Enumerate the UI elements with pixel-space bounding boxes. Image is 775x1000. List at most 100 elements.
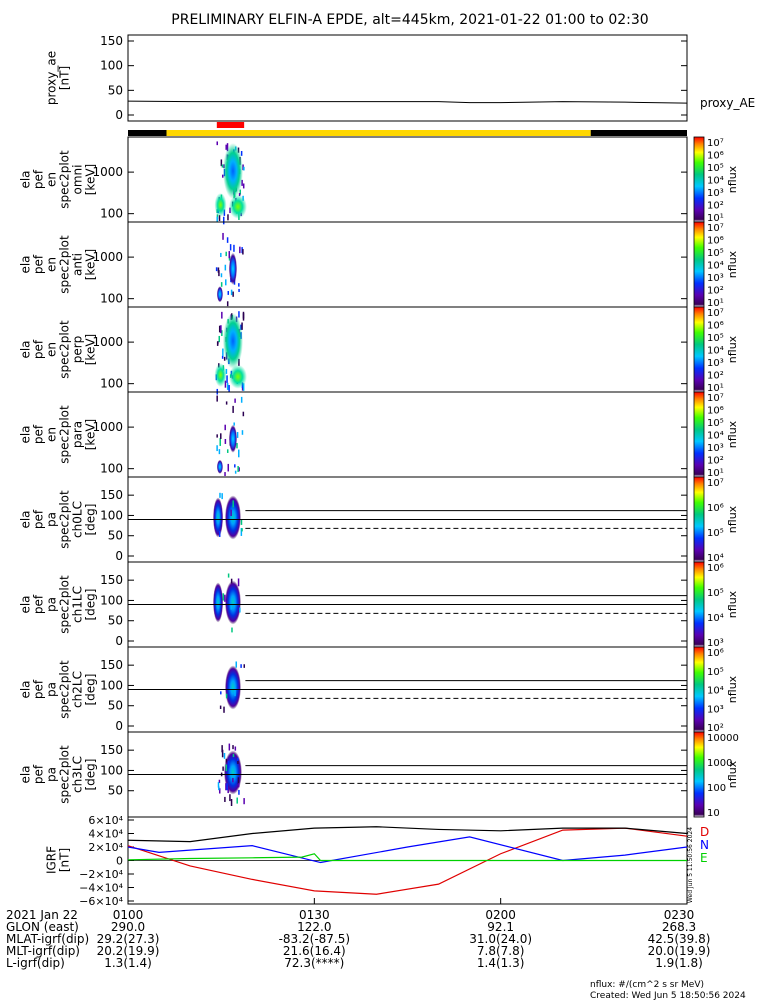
pa_ch1LC-ytick-label: 0: [115, 634, 123, 648]
ylabel-line: [deg]: [84, 589, 98, 621]
en_anti-colorbar-tick: 10⁶: [707, 236, 724, 247]
x-row-label: 2021 Jan 22: [6, 908, 78, 922]
en_omni-colorbar-tick: 10⁵: [707, 163, 724, 174]
pa_ch0LC-intensity: [224, 495, 241, 540]
ylabel-line: en: [45, 427, 59, 442]
pa_ch3LC-pixel: [230, 799, 233, 807]
en_omni-pixel: [226, 143, 229, 152]
pa_ch3LC-pixel: [228, 743, 231, 751]
pa_ch1LC-ytick-label: 100: [100, 593, 123, 607]
footer-units: nflux: #/(cm^2 s sr MeV): [590, 980, 704, 990]
pa_ch1LC-pixel: [231, 627, 233, 633]
x-row-value: 0130: [299, 908, 330, 922]
pa_ch3LC-pixel: [232, 777, 234, 783]
en_omni-pixel: [238, 193, 241, 197]
pa_ch1LC-pixel: [237, 578, 240, 587]
igrf-legend-d: D: [700, 825, 709, 839]
pa_ch0LC-zlabel: nflux: [726, 505, 739, 533]
ylabel-line: [deg]: [84, 504, 98, 536]
en_omni-colorbar-tick: 10¹: [707, 213, 724, 224]
pa_ch3LC-pixel: [227, 787, 229, 794]
pa_ch3LC-pixel: [218, 788, 221, 794]
en_omni-pixel: [225, 144, 227, 150]
en_para-intensity: [216, 459, 223, 474]
en_para-colorbar-tick: 10¹: [707, 468, 724, 479]
en_omni-pixel: [239, 189, 242, 195]
ylabel-line: en: [45, 342, 59, 357]
proxy-ae-legend: proxy_AE: [700, 96, 755, 110]
en_anti-colorbar-tick: 10³: [707, 273, 724, 284]
pa_ch3LC-zlabel: nflux: [726, 760, 739, 788]
en_perp-pixel: [241, 322, 243, 330]
pa_ch3LC-colorbar-tick: 100: [707, 783, 726, 794]
ylabel-line: pa: [45, 597, 59, 612]
pa_ch3LC-ytick-label: 50: [108, 784, 123, 798]
pa_ch3LC-pixel: [225, 764, 228, 772]
en_perp-colorbar-tick: 10¹: [707, 383, 724, 394]
en_para-pixel: [216, 445, 218, 452]
figure-title: PRELIMINARY ELFIN-A EPDE, alt=445km, 202…: [171, 12, 648, 28]
igrf-legend-e: E: [700, 851, 708, 865]
en_omni-pixel: [240, 150, 243, 156]
pa_ch0LC-pixel: [232, 500, 234, 508]
ylabel-line: perp: [71, 336, 85, 364]
orbit-shadow-segment: [128, 130, 167, 136]
x-row-label: L-igrf(dip): [6, 956, 65, 970]
en_perp-colorbar-tick: 10⁴: [707, 346, 724, 357]
proxy-ae-ylabel: proxy_ae [nT]: [45, 51, 72, 105]
en_perp-pixel: [218, 335, 221, 343]
pa_ch0LC-colorbar: [693, 476, 705, 563]
en_para-intensity: [228, 424, 237, 453]
en_anti-pixel: [220, 273, 223, 278]
en_perp-ytick-label: 1000: [92, 335, 123, 349]
ylabel-line: pef: [32, 679, 46, 699]
en_perp-intensity: [222, 313, 243, 369]
igrf-ytick-label: −4×10⁴: [79, 882, 123, 895]
en_anti-pixel: [220, 252, 222, 258]
pa_ch1LC-intensity: [224, 580, 241, 625]
igrf-ytick-label: 2×10⁴: [88, 841, 123, 854]
pa_ch1LC-colorbar-tick: 10⁴: [707, 613, 724, 624]
en_anti-pixel: [226, 301, 229, 307]
x-row-value: 20.2(19.9): [97, 944, 160, 958]
en_para-pixel: [233, 422, 235, 426]
en_omni-ylabel: ela pef en spec2plot omni [keV]: [19, 150, 98, 209]
pa_ch2LC-ytick-label: 50: [108, 699, 123, 713]
pa_ch1LC-ytick-label: 150: [100, 573, 123, 587]
ylabel-line: pef: [32, 254, 46, 274]
en_omni-colorbar-tick: 10²: [707, 201, 724, 212]
en_para-pixel: [219, 438, 221, 446]
ylabel-line: pa: [45, 767, 59, 782]
en_para-colorbar-tick: 10⁷: [707, 393, 724, 404]
footer-stamp: Wed Jun 5 11:50:56 2024: [687, 827, 694, 903]
ylabel-line: en: [45, 257, 59, 272]
pa_ch2LC-pixel: [235, 661, 238, 668]
pa_ch3LC-pixel: [224, 796, 226, 802]
en_omni-ytick-label: 1000: [92, 165, 123, 179]
en_omni-pixel: [242, 164, 244, 171]
en_anti-pixel: [224, 264, 227, 271]
pa_ch0LC-colorbar-tick: 10⁵: [707, 528, 724, 539]
proxy-ae-line: [127, 100, 688, 104]
en_para-pixel: [234, 464, 236, 468]
x-row-value: 29.2(27.3): [97, 932, 160, 946]
pa_ch3LC-pixel: [237, 757, 239, 761]
pa_ch0LC-ytick-label: 50: [108, 529, 123, 543]
pa_ch2LC-intensity: [224, 665, 241, 710]
en_anti-pixel: [242, 249, 244, 255]
pa_ch2LC-pixel: [219, 705, 222, 709]
en_perp-frame: [127, 306, 688, 393]
pa_ch3LC-pixel: [225, 783, 227, 791]
pa_ch3LC-pixel: [234, 746, 237, 751]
igrf-ytick-label: −2×10⁴: [79, 868, 123, 881]
pa_ch3LC-pixel: [238, 789, 240, 795]
orbit-sun-segment: [166, 130, 591, 136]
igrf-ytick-label: 4×10⁴: [88, 828, 123, 841]
en_perp-intensity: [214, 363, 227, 387]
pa_ch3LC-colorbar-tick: 1000: [707, 758, 732, 769]
pa_ch3LC-pixel: [223, 752, 226, 759]
igrf-line-n: [127, 836, 688, 864]
en_anti-pixel: [215, 267, 218, 272]
en_omni-zlabel: nflux: [726, 165, 739, 193]
pa_ch2LC-ytick-label: 150: [100, 658, 123, 672]
